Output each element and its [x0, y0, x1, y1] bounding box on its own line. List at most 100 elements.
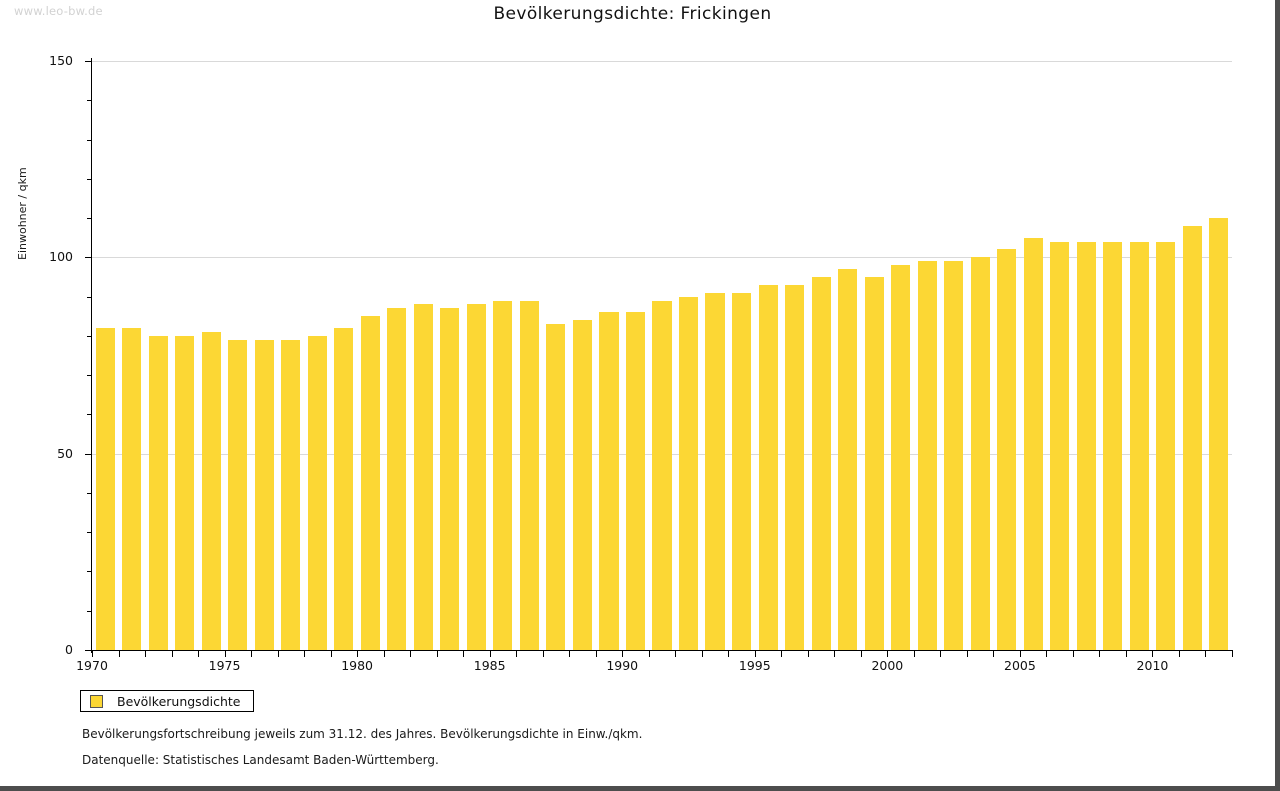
- bar[interactable]: [705, 292, 725, 650]
- bar[interactable]: [281, 339, 301, 650]
- x-tick: [595, 651, 597, 657]
- bar[interactable]: [838, 269, 858, 650]
- y-tick-minor: [87, 492, 92, 494]
- bar[interactable]: [546, 324, 566, 650]
- plot-area: [92, 61, 1232, 650]
- bar[interactable]: [440, 308, 460, 650]
- bar[interactable]: [731, 292, 752, 650]
- x-tick: [887, 651, 889, 657]
- bar[interactable]: [254, 339, 274, 650]
- x-tick: [92, 651, 93, 657]
- x-tick: [1019, 651, 1021, 657]
- x-tick: [860, 651, 862, 657]
- bar[interactable]: [652, 300, 672, 650]
- x-tick: [357, 651, 359, 657]
- bar[interactable]: [970, 257, 990, 650]
- bar[interactable]: [360, 316, 380, 650]
- bar[interactable]: [122, 328, 142, 650]
- bar[interactable]: [944, 261, 964, 650]
- y-tick: [85, 61, 92, 62]
- bar[interactable]: [466, 304, 486, 650]
- x-tick: [807, 651, 809, 657]
- x-tick: [436, 651, 438, 657]
- bar[interactable]: [1156, 241, 1176, 650]
- gridline: [92, 61, 1232, 62]
- chart-legend[interactable]: Bevölkerungsdichte: [80, 690, 254, 712]
- y-axis-line: [91, 58, 92, 653]
- x-tick-label: 2005: [1004, 658, 1036, 673]
- bar[interactable]: [413, 304, 433, 650]
- bar[interactable]: [387, 308, 407, 650]
- bar[interactable]: [201, 331, 221, 650]
- x-tick: [1125, 651, 1127, 657]
- x-tick: [940, 651, 942, 657]
- y-axis-label-text: Einwohner / qkm: [16, 167, 29, 260]
- bar[interactable]: [1182, 225, 1202, 650]
- bar[interactable]: [334, 328, 354, 650]
- y-tick-minor: [87, 296, 92, 298]
- bar[interactable]: [1076, 241, 1096, 650]
- x-tick-label: 1980: [341, 658, 374, 673]
- footnote-description: Bevölkerungsfortschreibung jeweils zum 3…: [82, 727, 643, 741]
- bar[interactable]: [1023, 237, 1043, 650]
- x-tick: [1178, 651, 1180, 657]
- y-tick-minor: [87, 375, 92, 377]
- bar[interactable]: [175, 335, 195, 650]
- bar[interactable]: [625, 312, 646, 650]
- y-tick-minor: [87, 139, 92, 141]
- legend-swatch-icon: [90, 694, 103, 708]
- x-tick: [648, 651, 650, 657]
- bar[interactable]: [891, 265, 911, 650]
- x-tick-label: 2000: [871, 658, 904, 673]
- x-tick: [1232, 651, 1233, 657]
- bar[interactable]: [1129, 241, 1149, 650]
- bar[interactable]: [997, 249, 1017, 650]
- bar[interactable]: [1209, 218, 1229, 650]
- x-tick: [913, 651, 915, 657]
- bar[interactable]: [572, 320, 592, 650]
- x-tick: [171, 651, 173, 657]
- gridline: [92, 257, 1232, 259]
- x-tick: [277, 651, 279, 657]
- x-tick: [410, 651, 412, 657]
- x-tick: [1099, 651, 1101, 657]
- bar[interactable]: [758, 284, 778, 650]
- y-tick-minor: [87, 178, 92, 180]
- y-tick-minor: [87, 610, 92, 612]
- y-tick: [85, 257, 92, 259]
- y-tick: [85, 453, 92, 455]
- y-tick-label: 0: [65, 642, 73, 657]
- bar[interactable]: [493, 300, 513, 650]
- x-tick: [304, 651, 306, 657]
- bar[interactable]: [519, 300, 539, 650]
- bar[interactable]: [228, 339, 248, 650]
- y-tick-minor: [87, 100, 92, 102]
- bar[interactable]: [307, 335, 327, 650]
- footnote-source: Datenquelle: Statistisches Landesamt Bad…: [82, 753, 439, 767]
- bar[interactable]: [864, 276, 884, 650]
- y-tick-label: 50: [57, 445, 73, 461]
- x-tick-label: 1995: [738, 658, 771, 673]
- bar[interactable]: [148, 335, 168, 650]
- x-tick: [701, 651, 703, 657]
- bar[interactable]: [811, 276, 831, 650]
- x-tick: [224, 651, 226, 657]
- bar[interactable]: [785, 284, 805, 650]
- x-tick: [489, 651, 491, 657]
- x-axis-line: [92, 650, 1233, 651]
- bar[interactable]: [917, 261, 937, 650]
- x-tick: [966, 651, 968, 657]
- bar[interactable]: [95, 328, 115, 650]
- bar[interactable]: [1103, 241, 1123, 650]
- x-tick: [675, 651, 677, 657]
- y-tick-minor: [87, 335, 92, 337]
- y-tick-label: 150: [49, 53, 73, 68]
- y-tick-minor: [87, 414, 92, 416]
- y-tick: [85, 650, 92, 651]
- bar[interactable]: [678, 296, 699, 650]
- x-tick: [463, 651, 465, 657]
- bar[interactable]: [1050, 241, 1070, 650]
- bar[interactable]: [599, 312, 619, 650]
- x-tick: [728, 651, 730, 657]
